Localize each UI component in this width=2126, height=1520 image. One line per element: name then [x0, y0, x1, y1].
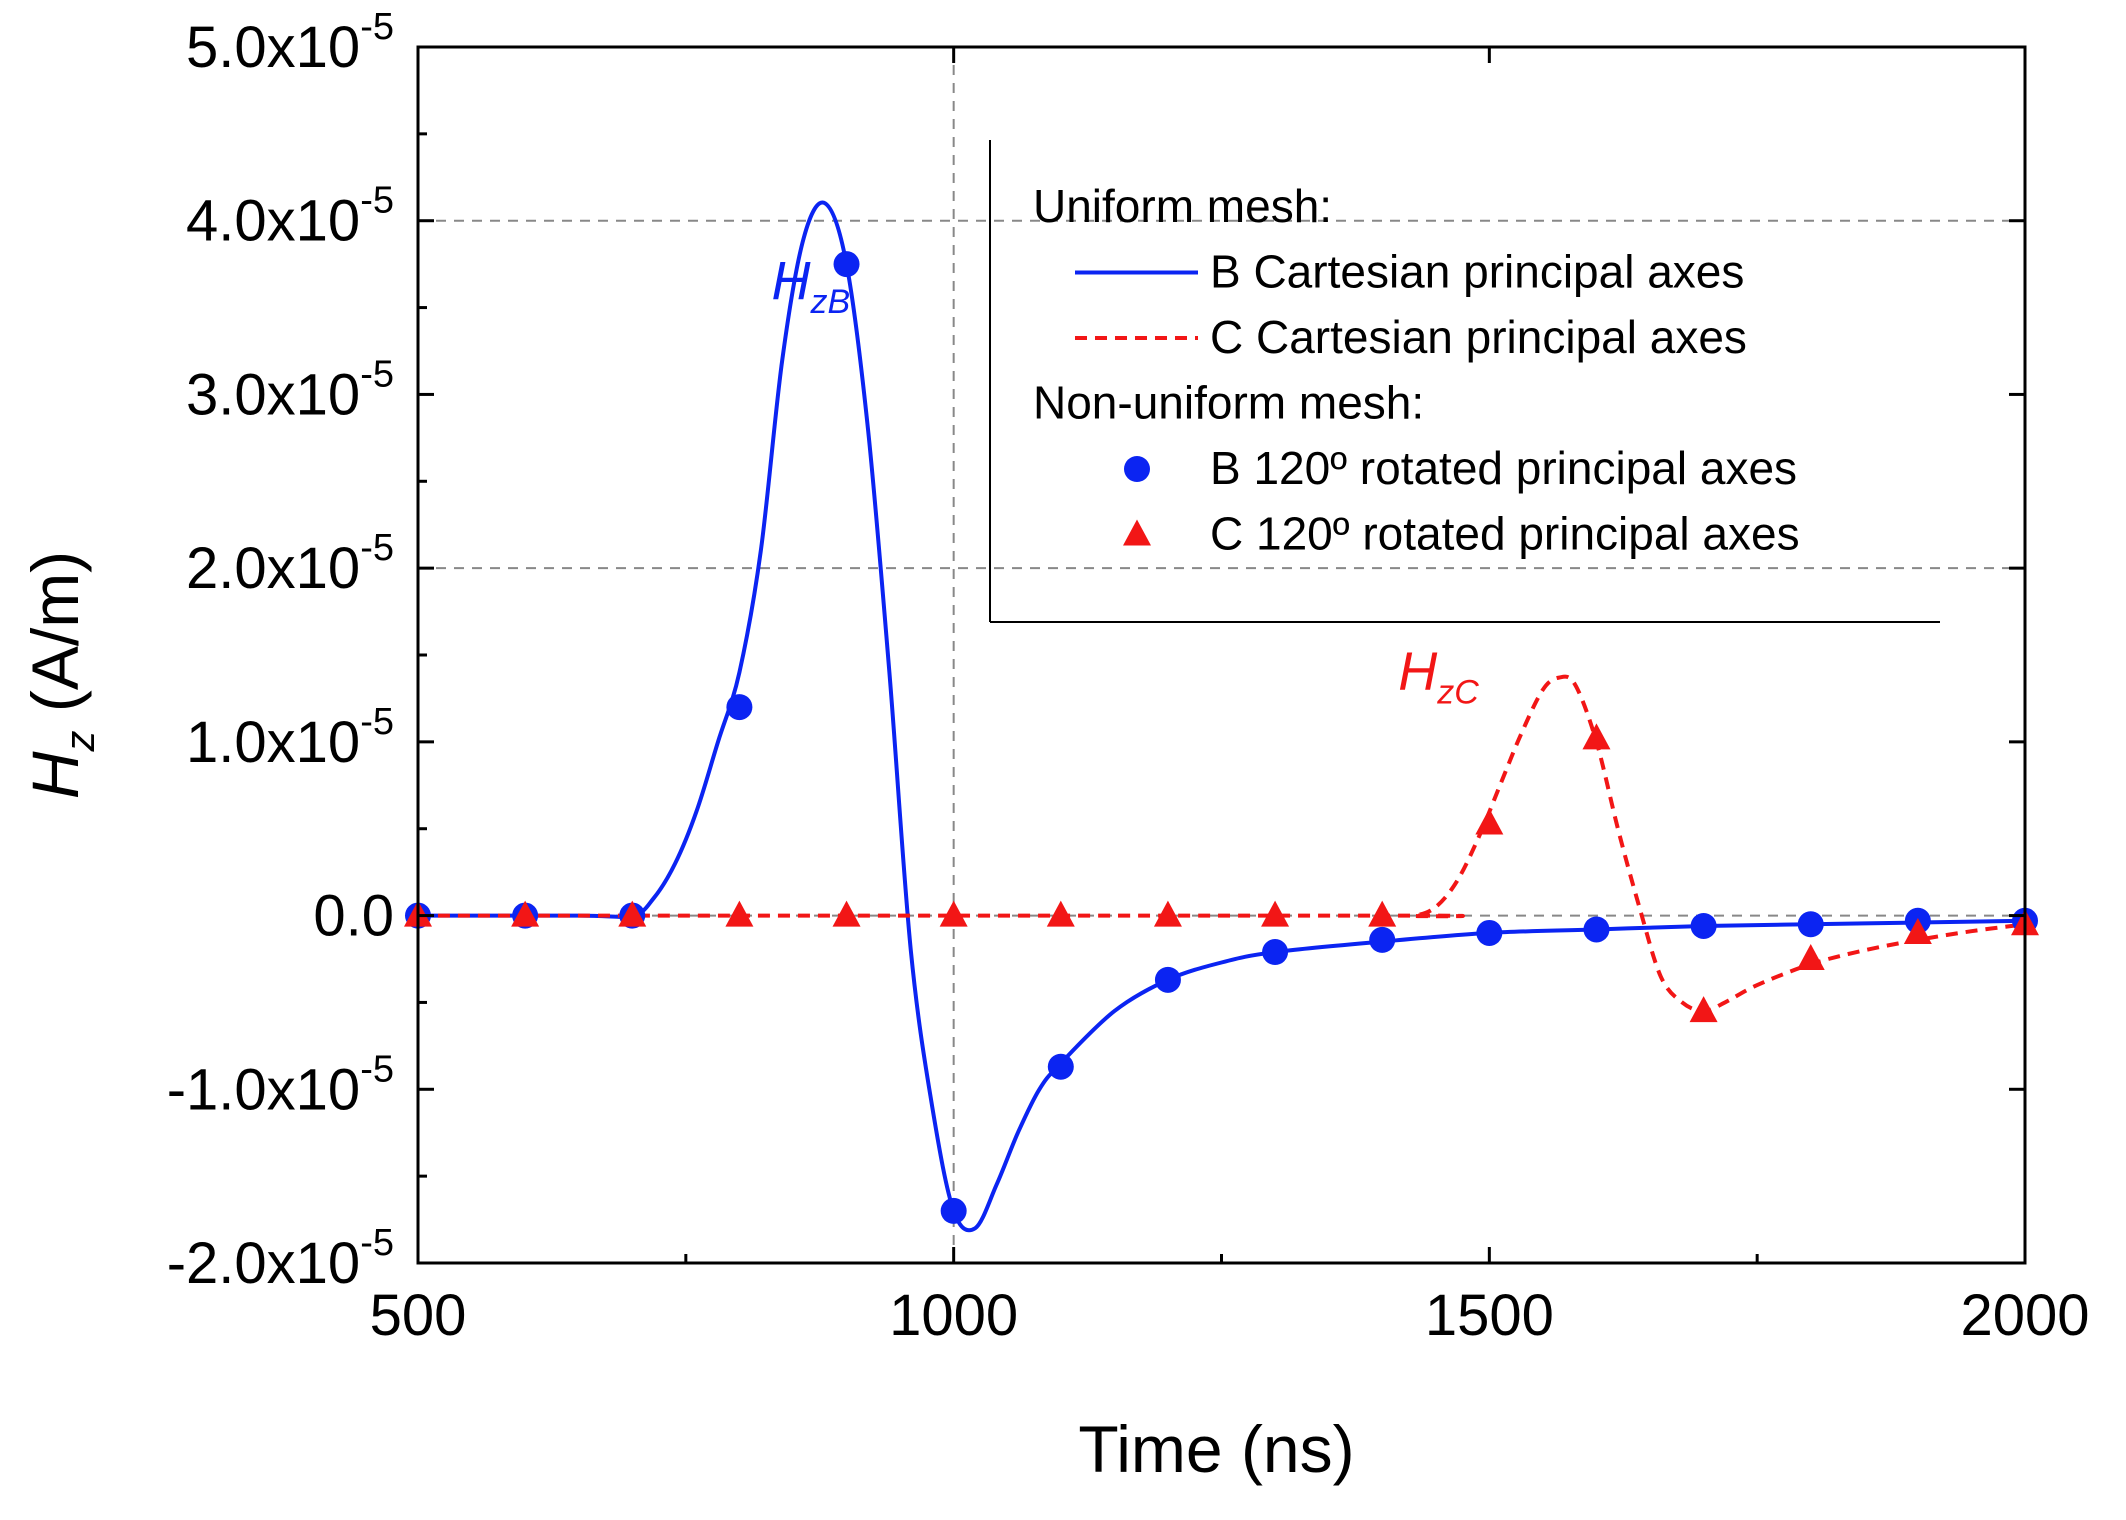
- data-point-c-rotated: [1796, 944, 1825, 970]
- series-line-b-cartesian: [418, 200, 2026, 1233]
- y-tick-label: 1.0x10-5: [186, 701, 394, 775]
- data-point-b-rotated: [940, 1197, 967, 1224]
- data-point-c-rotated: [1261, 900, 1290, 927]
- y-tick-mantissa: 3.0x10: [186, 362, 360, 427]
- data-point-c-rotated: [832, 900, 861, 927]
- data-point-b-rotated: [1476, 919, 1503, 946]
- data-point-c-rotated: [1475, 808, 1504, 835]
- axis-ticks: 500 1000 1500 2000-2.0x10-5-1.0x10-50.01.0x…: [167, 6, 2090, 1348]
- data-point-b-rotated: [1262, 939, 1289, 966]
- y-tick-exponent: -5: [360, 1222, 394, 1264]
- legend-entry-label: B 120º rotated principal axes: [1210, 442, 1797, 494]
- y-tick-mantissa: 0.0: [313, 884, 394, 949]
- y-tick-mantissa: 2.0x10: [186, 536, 360, 601]
- legend-entry-label: C 120º rotated principal axes: [1210, 508, 1800, 560]
- legend-swatch-triangle: [1123, 519, 1151, 546]
- y-tick-label: -1.0x10-5: [167, 1048, 394, 1122]
- y-tick-mantissa: 1.0x10: [186, 710, 360, 775]
- y-tick-exponent: -5: [360, 527, 394, 569]
- annotation-symbol: H: [1398, 642, 1438, 702]
- data-point-b-rotated: [833, 251, 860, 278]
- data-point-b-rotated: [1154, 966, 1181, 993]
- y-tick-exponent: -5: [360, 6, 394, 48]
- data-point-c-rotated: [1046, 900, 1075, 927]
- axis-titles: Time (ns) Hz (A/m): [18, 551, 1355, 1486]
- y-tick-exponent: -5: [360, 701, 394, 743]
- legend-group-heading: Uniform mesh:: [1033, 180, 1332, 232]
- annotation-symbol: H: [772, 251, 812, 311]
- y-tick-exponent: -5: [360, 353, 394, 395]
- data-point-c-rotated: [939, 900, 968, 927]
- y-tick-label: 0.0: [313, 884, 394, 949]
- y-tick-exponent: -5: [360, 180, 394, 222]
- data-point-b-rotated: [1047, 1053, 1074, 1080]
- data-point-c-rotated: [1153, 900, 1182, 927]
- series-annotation: HzB: [772, 251, 851, 321]
- y-axis-title-symbol: H: [18, 751, 92, 799]
- y-tick-mantissa: 4.0x10: [186, 189, 360, 254]
- reference-lines: [418, 47, 2025, 1263]
- y-tick-label: 2.0x10-5: [186, 527, 394, 601]
- legend-entry-label: B Cartesian principal axes: [1210, 246, 1744, 298]
- y-tick-label: 5.0x10-5: [186, 6, 394, 80]
- annotation-subscript: zC: [1436, 674, 1479, 712]
- y-tick-exponent: -5: [360, 1048, 394, 1090]
- y-tick-mantissa: -1.0x10: [167, 1057, 360, 1122]
- series-line-c-cartesian: [418, 674, 2026, 1014]
- y-tick-mantissa: 5.0x10: [186, 15, 360, 80]
- y-tick-mantissa: -2.0x10: [167, 1231, 360, 1296]
- y-tick-label: -2.0x10-5: [167, 1222, 394, 1296]
- data-point-b-rotated: [1690, 912, 1717, 939]
- data-point-c-rotated: [1903, 917, 1932, 944]
- y-axis-title-subscript: z: [56, 730, 103, 752]
- data-point-c-rotated: [1582, 723, 1611, 750]
- data-point-c-rotated: [1368, 900, 1397, 927]
- data-point-b-rotated: [1583, 916, 1610, 943]
- series-annotation: HzC: [1398, 642, 1479, 712]
- legend: Uniform mesh: B Cartesian principal axes C…: [989, 140, 1940, 623]
- data-point-c-rotated: [511, 900, 540, 927]
- series-layer: [404, 200, 2039, 1233]
- x-tick-label: 1000: [889, 1283, 1018, 1348]
- x-axis-title: Time (ns): [1078, 1412, 1354, 1486]
- legend-group-heading: Non-uniform mesh:: [1033, 377, 1424, 429]
- legend-entry-label: C Cartesian principal axes: [1210, 311, 1747, 363]
- annotation-subscript: zB: [810, 283, 851, 321]
- x-tick-label: 1500: [1425, 1283, 1554, 1348]
- legend-swatch-circle: [1124, 456, 1150, 482]
- y-axis-title: Hz (A/m): [18, 551, 103, 799]
- data-point-b-rotated: [726, 694, 753, 721]
- data-point-b-rotated: [1797, 911, 1824, 938]
- y-tick-label: 3.0x10-5: [186, 353, 394, 427]
- data-point-c-rotated: [618, 900, 647, 927]
- y-tick-label: 4.0x10-5: [186, 180, 394, 254]
- data-point-c-rotated: [725, 900, 754, 927]
- data-point-c-rotated: [1689, 996, 1718, 1023]
- x-tick-label: 500: [370, 1283, 467, 1348]
- y-axis-title-unit: (A/m): [18, 551, 92, 731]
- data-point-b-rotated: [1369, 926, 1396, 953]
- x-tick-label: 2000: [1960, 1283, 2089, 1348]
